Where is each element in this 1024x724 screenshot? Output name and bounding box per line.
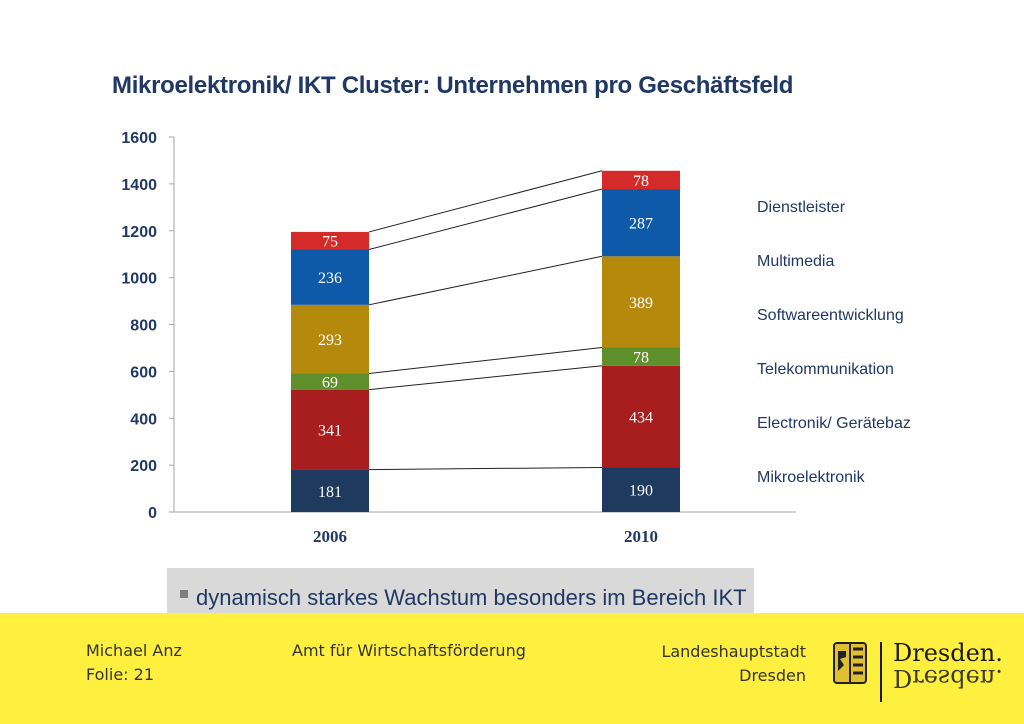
y-tick-label: 1600 (121, 130, 157, 147)
y-tick-label: 600 (130, 364, 157, 381)
coat-of-arms-icon (833, 642, 867, 684)
footer-department: Amt für Wirtschaftsförderung (292, 641, 526, 660)
legend-entry: Telekommunikation (757, 361, 894, 378)
bar-value-label: 78 (633, 173, 649, 190)
series-connector-line (368, 255, 603, 306)
bar-value-label: 287 (629, 216, 653, 233)
legend-entry: Mikroelektronik (757, 469, 866, 486)
stacked-bar-chart: 0 200 400 600 800 1000 1200 1400 1600 2006 2010 18… (121, 130, 911, 546)
legend-entry: Softwareentwicklung (757, 307, 904, 324)
legend-entry: Electronik/ Gerätebaz (757, 415, 911, 432)
bar-segment (602, 170, 680, 190)
bar-segment (602, 365, 680, 468)
series-connector-line (368, 188, 603, 250)
series-connector-line (368, 346, 603, 374)
legend-entry: Dienstleister (757, 199, 846, 216)
bar-value-label: 389 (629, 295, 653, 312)
y-tick-label: 1200 (121, 224, 157, 241)
bar-segment (602, 467, 680, 512)
x-category-label: 2010 (624, 527, 658, 546)
footer-city-line2: Dresden (739, 666, 806, 685)
footer-city-line1: Landeshauptstadt (661, 642, 806, 661)
bar-segment (291, 469, 369, 512)
logo-wordmark: Dresden. (893, 639, 1003, 667)
bar-value-label: 78 (633, 350, 649, 367)
bar-segment (602, 189, 680, 257)
bar-value-label: 69 (322, 375, 338, 392)
y-tick-label: 400 (130, 411, 157, 428)
legend-entry: Multimedia (757, 253, 834, 270)
logo-divider (880, 642, 882, 702)
note-text: dynamisch starkes Wachstum besonders im … (196, 585, 747, 610)
bar-value-label: 434 (629, 410, 653, 427)
bar-segment (291, 373, 369, 390)
bar-segment (291, 231, 369, 250)
bullet-icon (180, 590, 188, 598)
bar-segment (602, 347, 680, 366)
series-connector-line (368, 466, 603, 471)
footer-author: Michael Anz (86, 641, 182, 660)
y-tick-label: 0 (148, 505, 157, 522)
series-connector-line (368, 365, 603, 391)
bar-segment (291, 389, 369, 470)
chart-title: Mikroelektronik/ IKT Cluster: Unternehme… (112, 72, 794, 99)
bar-segment (602, 256, 680, 348)
footer-slide-number: Folie: 21 (86, 665, 154, 684)
bar-segment (291, 249, 369, 305)
series-connector-line (368, 170, 603, 233)
bar-value-label: 190 (629, 483, 653, 500)
bar-value-label: 236 (318, 270, 342, 287)
y-tick-label: 1400 (121, 177, 157, 194)
bar-value-label: 181 (318, 484, 342, 501)
y-tick-label: 200 (130, 458, 157, 475)
y-tick-label: 1000 (121, 271, 157, 288)
y-tick-label: 800 (130, 318, 157, 335)
bar-value-label: 341 (318, 423, 342, 440)
x-category-label: 2006 (313, 527, 347, 546)
bar-value-label: 293 (318, 332, 342, 349)
bar-segment (291, 304, 369, 374)
logo-wordmark-reflection: Dresden. (893, 664, 1003, 692)
bar-value-label: 75 (322, 234, 338, 251)
